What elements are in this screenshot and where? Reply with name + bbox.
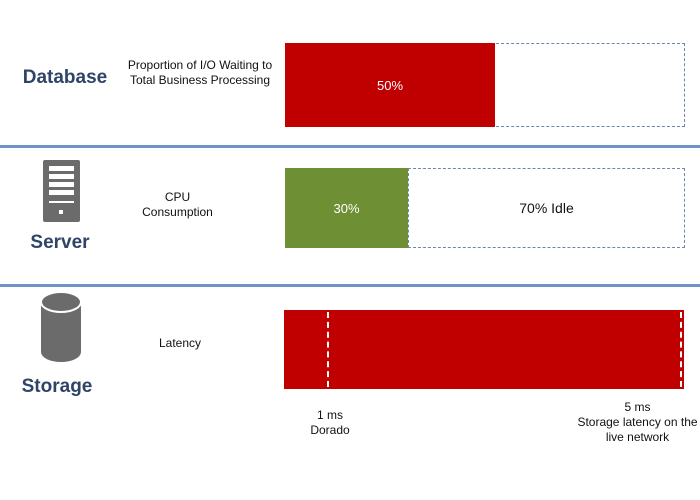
marker-1ms-label: 1 ms Dorado bbox=[290, 408, 370, 438]
marker-value: 5 ms bbox=[624, 400, 651, 414]
server-bar-value: 30% bbox=[333, 200, 360, 216]
server-idle-bar: 70% Idle bbox=[408, 168, 685, 248]
marker-caption: Dorado bbox=[310, 423, 350, 437]
server-title: Server bbox=[30, 232, 90, 253]
marker-5ms-label: 5 ms Storage latency on the live network bbox=[575, 400, 700, 445]
server-icon bbox=[43, 160, 80, 222]
storage-latency-bar bbox=[284, 310, 684, 389]
database-bar-fill: 50% bbox=[285, 43, 495, 127]
separator bbox=[0, 145, 700, 148]
database-bar-value: 50% bbox=[376, 77, 404, 93]
storage-cylinder-icon bbox=[40, 291, 82, 362]
database-title: Database bbox=[22, 67, 108, 88]
marker-1ms bbox=[327, 312, 329, 387]
server-bar-fill: 30% bbox=[285, 168, 408, 248]
marker-5ms bbox=[680, 312, 682, 387]
marker-caption: Storage latency on the live network bbox=[577, 415, 698, 444]
database-metric-label: Proportion of I/O Waiting to Total Busin… bbox=[127, 58, 273, 87]
separator bbox=[0, 284, 700, 287]
server-metric-label: CPU Consumption bbox=[142, 190, 213, 219]
server-idle-label: 70% Idle bbox=[519, 200, 574, 216]
storage-metric-label: Latency bbox=[158, 336, 202, 350]
storage-title: Storage bbox=[21, 376, 93, 397]
marker-value: 1 ms bbox=[316, 408, 343, 422]
